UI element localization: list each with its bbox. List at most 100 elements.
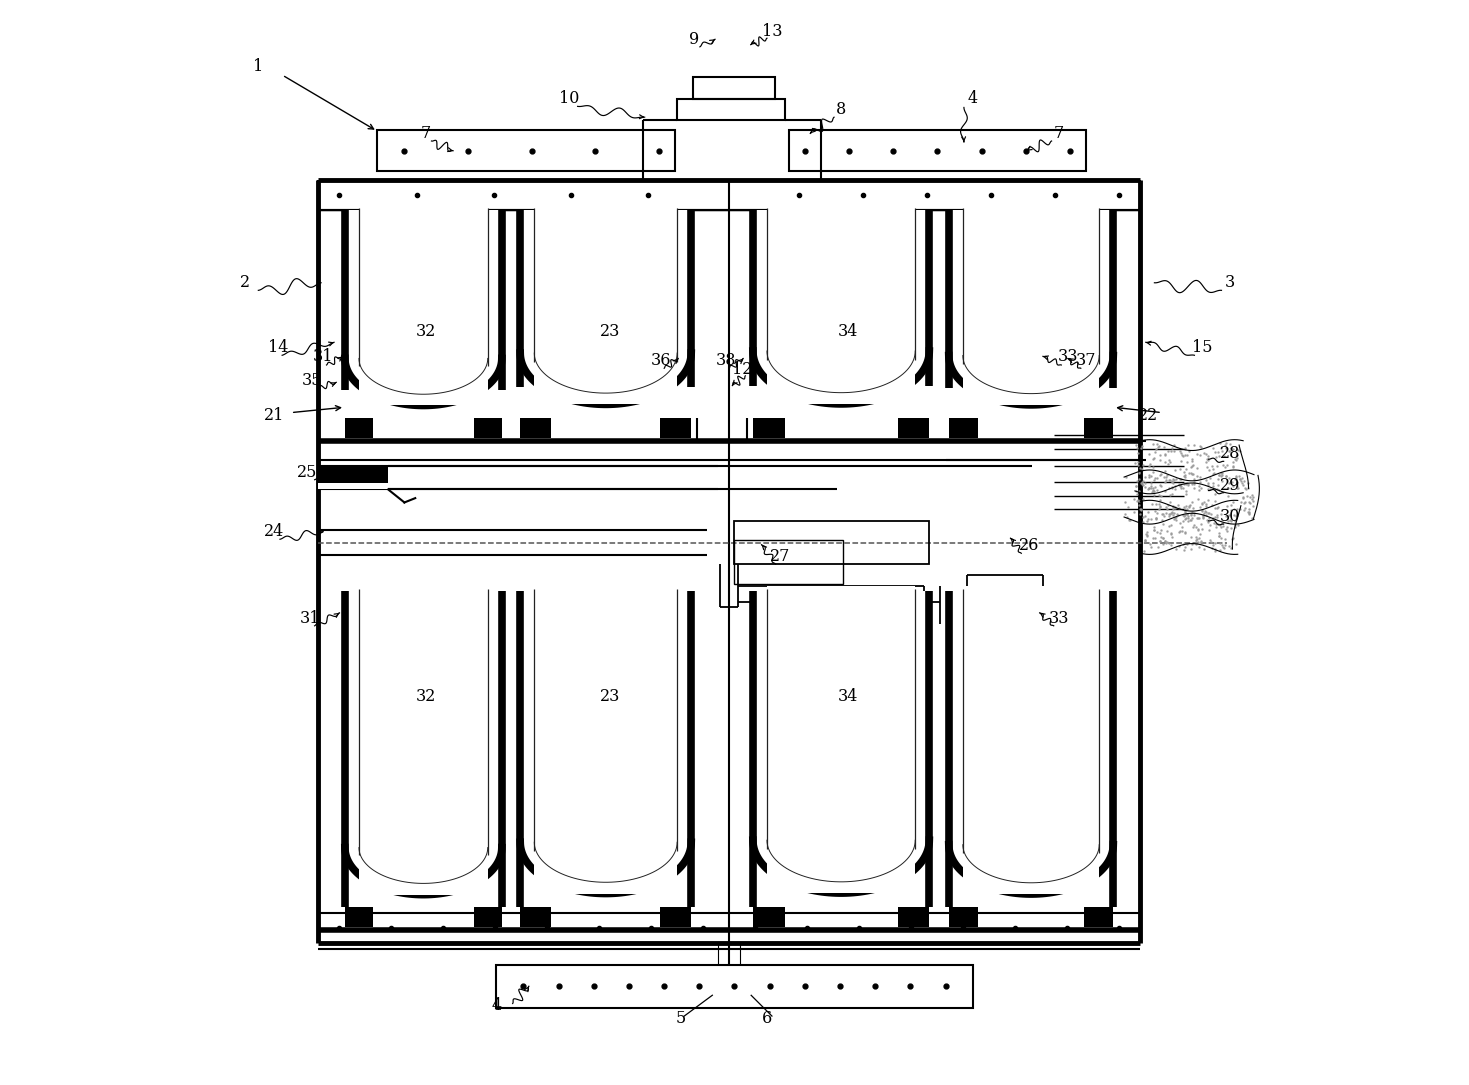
Point [1208,527,1231,545]
Point [1219,511,1243,528]
Bar [898,418,930,437]
Point [1219,496,1243,513]
Point [1152,515,1175,533]
Point [1175,446,1199,463]
Point [1161,439,1184,457]
Point [1225,446,1249,463]
Point [1199,470,1222,487]
Point [1200,539,1224,557]
Point [1146,538,1169,556]
Point [1141,450,1165,468]
Text: 33: 33 [1049,610,1069,627]
Point [1196,447,1219,464]
Point [1185,446,1209,463]
Point [1210,464,1234,482]
Point [1146,469,1169,486]
Point [1210,457,1234,474]
Point [1187,529,1210,547]
Point [1162,436,1185,454]
Point [1215,519,1238,536]
Point [1163,480,1187,497]
Bar [677,99,786,120]
Point [1238,494,1262,511]
Point [1183,505,1206,522]
Point [1227,478,1250,496]
Point [1237,500,1260,518]
Point [1146,438,1169,456]
Point [1216,487,1240,505]
Point [1232,499,1256,516]
Bar [754,418,784,437]
Point [1187,538,1210,556]
Point [1187,482,1210,499]
Point [1215,523,1238,540]
Point [1225,536,1249,553]
Bar [754,907,784,927]
Point [1200,458,1224,475]
Point [1224,519,1247,536]
Point [1137,469,1161,486]
Point [1180,540,1203,558]
Point [1216,497,1240,514]
Text: 3: 3 [1225,275,1235,291]
Point [1230,493,1253,510]
Point [1208,467,1231,484]
Point [1218,470,1241,487]
Text: 8: 8 [836,101,846,118]
Point [1203,509,1227,526]
Point [1174,460,1197,477]
Point [1141,487,1165,505]
Point [1222,507,1246,524]
Point [1215,468,1238,485]
Point [1144,496,1168,513]
Point [1228,443,1252,460]
Point [1185,460,1209,477]
Point [1141,482,1165,499]
Point [1175,505,1199,522]
Point [1143,528,1166,546]
Point [1166,506,1190,523]
Bar [693,77,774,99]
Point [1196,511,1219,528]
Bar [473,907,502,927]
Point [1153,532,1177,549]
Point [1219,439,1243,457]
Point [1215,507,1238,524]
Text: 33: 33 [1058,348,1078,365]
Point [1175,474,1199,492]
Bar [949,907,978,927]
Point [1163,499,1187,516]
Text: 10: 10 [558,90,579,107]
Point [1122,503,1146,521]
Point [1180,464,1203,482]
Point [1150,511,1174,528]
Point [1147,486,1171,503]
Point [1196,474,1219,492]
Point [1153,452,1177,470]
Point [1232,472,1256,489]
Point [1153,482,1177,499]
Point [1138,535,1162,552]
Point [1161,480,1184,497]
Point [1169,476,1193,494]
Point [1225,480,1249,497]
Point [1134,474,1158,492]
Point [1203,540,1227,558]
Point [1224,471,1247,488]
Point [1191,445,1215,462]
Bar [378,130,674,171]
Point [1206,443,1230,460]
Point [1228,470,1252,487]
Point [1196,505,1219,522]
Point [1197,521,1221,538]
Point [1133,468,1156,485]
Point [1163,499,1187,516]
Text: 29: 29 [1219,476,1240,494]
Point [1161,503,1184,521]
Point [1172,475,1196,493]
Point [1131,490,1155,508]
Point [1210,506,1234,523]
Point [1137,458,1161,475]
Text: 35: 35 [303,372,323,388]
Point [1238,503,1262,521]
